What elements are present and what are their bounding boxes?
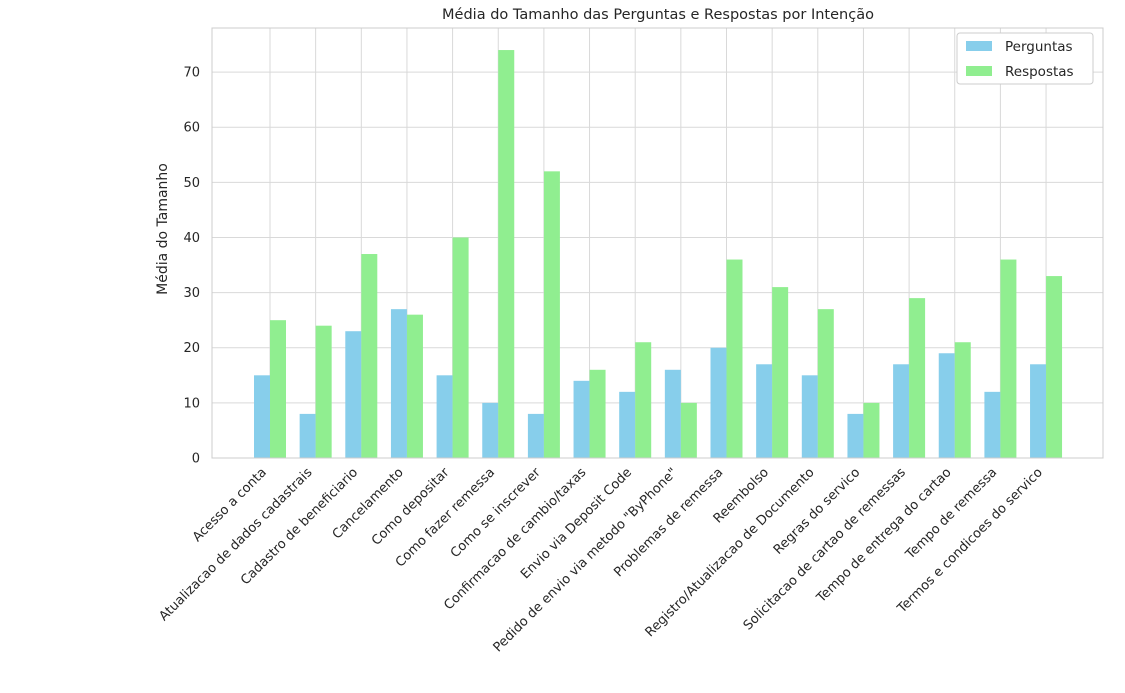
x-tick-label: Regras do servico — [771, 465, 864, 558]
y-tick-label: 40 — [183, 231, 200, 246]
y-tick-label: 10 — [183, 396, 200, 411]
bar-perguntas-7 — [573, 380, 590, 458]
bar-respostas-17 — [1046, 276, 1063, 458]
bar-perguntas-16 — [984, 391, 1001, 458]
y-tick-label: 30 — [183, 286, 200, 301]
bar-respostas-16 — [1000, 259, 1017, 458]
bar-perguntas-2 — [345, 331, 362, 458]
bar-respostas-10 — [726, 259, 743, 458]
bar-respostas-6 — [543, 171, 560, 459]
legend-swatch-respostas — [966, 66, 992, 76]
bars — [254, 50, 1063, 459]
bar-perguntas-10 — [710, 347, 727, 458]
y-tick-label: 70 — [183, 66, 200, 81]
bar-perguntas-15 — [938, 353, 955, 458]
y-tick-label: 60 — [183, 121, 200, 136]
legend: Perguntas Respostas — [956, 32, 1094, 85]
legend-swatch-perguntas — [966, 41, 992, 51]
bar-respostas-13 — [863, 402, 880, 458]
bar-respostas-5 — [498, 50, 515, 459]
bar-respostas-2 — [361, 254, 378, 458]
y-axis-ticks: 0 10 20 30 40 50 60 70 — [183, 66, 200, 467]
y-axis-title: Média do Tamanho — [155, 163, 171, 295]
bar-perguntas-5 — [482, 402, 499, 458]
plot-frame — [211, 27, 1104, 459]
bar-respostas-3 — [406, 314, 423, 458]
legend-label-perguntas: Perguntas — [1005, 39, 1073, 55]
bar-perguntas-3 — [390, 309, 407, 458]
bar-respostas-7 — [589, 369, 606, 458]
bar-respostas-15 — [954, 342, 971, 458]
x-tick-label: Como depositar — [369, 465, 453, 549]
bar-perguntas-11 — [756, 364, 773, 458]
bar-respostas-0 — [270, 320, 286, 458]
bar-perguntas-14 — [893, 364, 910, 458]
bar-perguntas-13 — [847, 413, 864, 458]
bar-perguntas-17 — [1030, 364, 1047, 458]
bar-perguntas-1 — [299, 413, 316, 458]
x-tick-label: Registro/Atualizacao de Documento — [643, 465, 818, 640]
bar-perguntas-8 — [619, 391, 636, 458]
y-tick-label: 50 — [183, 176, 200, 191]
bar-perguntas-0 — [254, 375, 270, 458]
bar-respostas-8 — [635, 342, 652, 458]
bar-perguntas-12 — [801, 375, 818, 458]
bar-respostas-12 — [817, 309, 834, 458]
chart-title: Média do Tamanho das Perguntas e Respost… — [442, 7, 874, 23]
y-tick-label: 0 — [192, 452, 200, 467]
legend-label-respostas: Respostas — [1005, 64, 1074, 80]
bar-respostas-11 — [772, 287, 789, 458]
bar-perguntas-6 — [527, 413, 544, 458]
bar-respostas-1 — [315, 325, 332, 458]
bar-respostas-4 — [452, 237, 469, 458]
bar-perguntas-9 — [664, 369, 681, 458]
bar-respostas-14 — [909, 298, 926, 458]
bar-respostas-9 — [680, 402, 697, 458]
x-tick-label: Solicitacao de cartao de remessas — [741, 465, 909, 633]
bar-perguntas-4 — [436, 375, 453, 458]
y-tick-label: 20 — [183, 341, 200, 356]
